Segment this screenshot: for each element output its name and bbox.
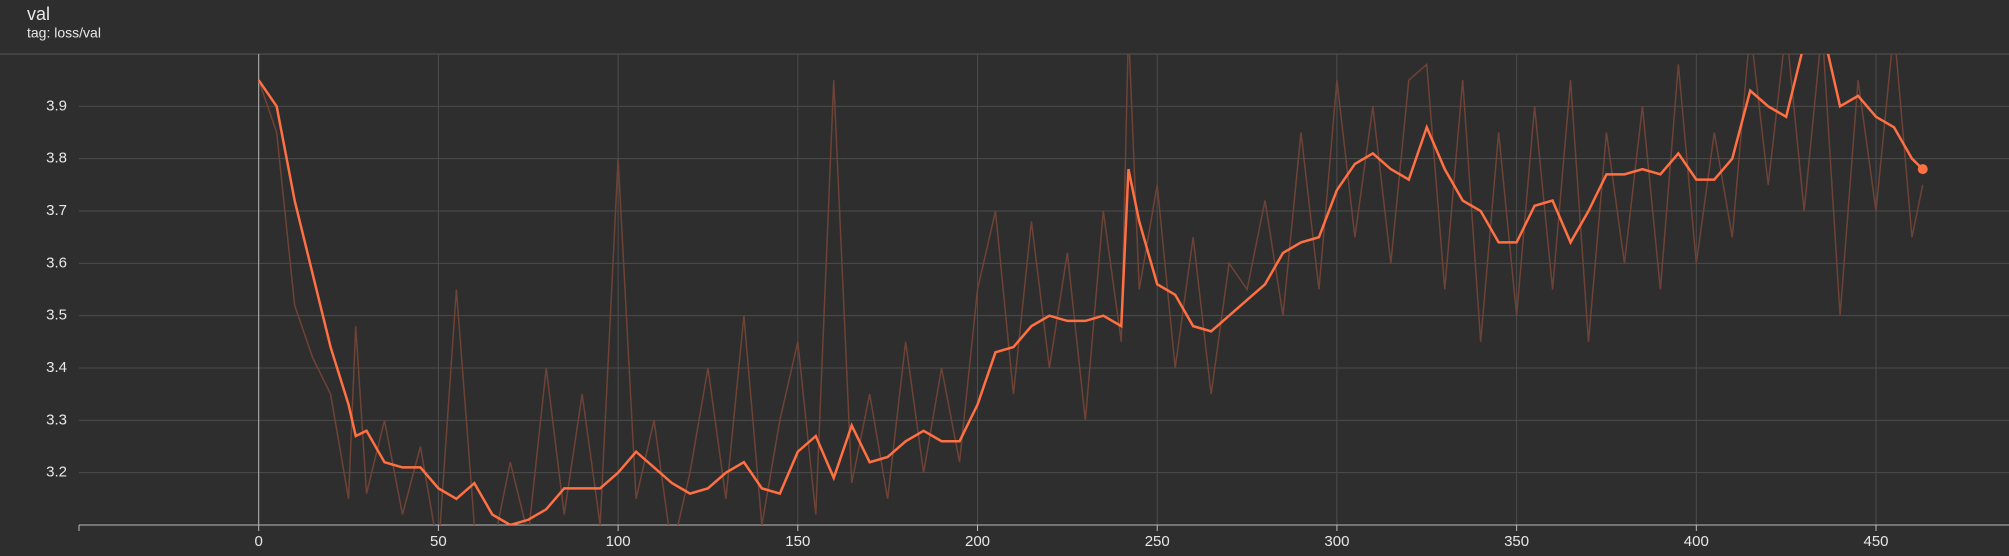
series-line (257, 54, 1924, 525)
end-point (1917, 164, 1928, 175)
y-tick-label: 3.9 (46, 97, 67, 114)
plot-area (257, 54, 1928, 525)
y-tick-label: 3.5 (46, 307, 67, 324)
chart-title: val (27, 4, 50, 24)
x-tick-label: 100 (606, 533, 631, 550)
series-line (257, 54, 1924, 525)
x-tick-label: 400 (1684, 533, 1709, 550)
y-tick-label: 3.3 (46, 411, 67, 428)
x-tick-label: 300 (1324, 533, 1349, 550)
x-tick-label: 50 (430, 533, 447, 550)
y-tick-label: 3.8 (46, 150, 67, 167)
x-tick-label: 350 (1504, 533, 1529, 550)
y-tick-label: 3.4 (46, 359, 67, 376)
chart-subtitle: tag: loss/val (27, 25, 101, 41)
x-tick-label: 200 (965, 533, 990, 550)
x-tick-label: 250 (1145, 533, 1170, 550)
x-tick-label: 0 (255, 533, 263, 550)
y-tick-label: 3.2 (46, 464, 67, 481)
y-tick-label: 3.7 (46, 202, 67, 219)
x-tick-label: 150 (785, 533, 810, 550)
y-tick-label: 3.6 (46, 254, 67, 271)
x-tick-label: 450 (1864, 533, 1889, 550)
